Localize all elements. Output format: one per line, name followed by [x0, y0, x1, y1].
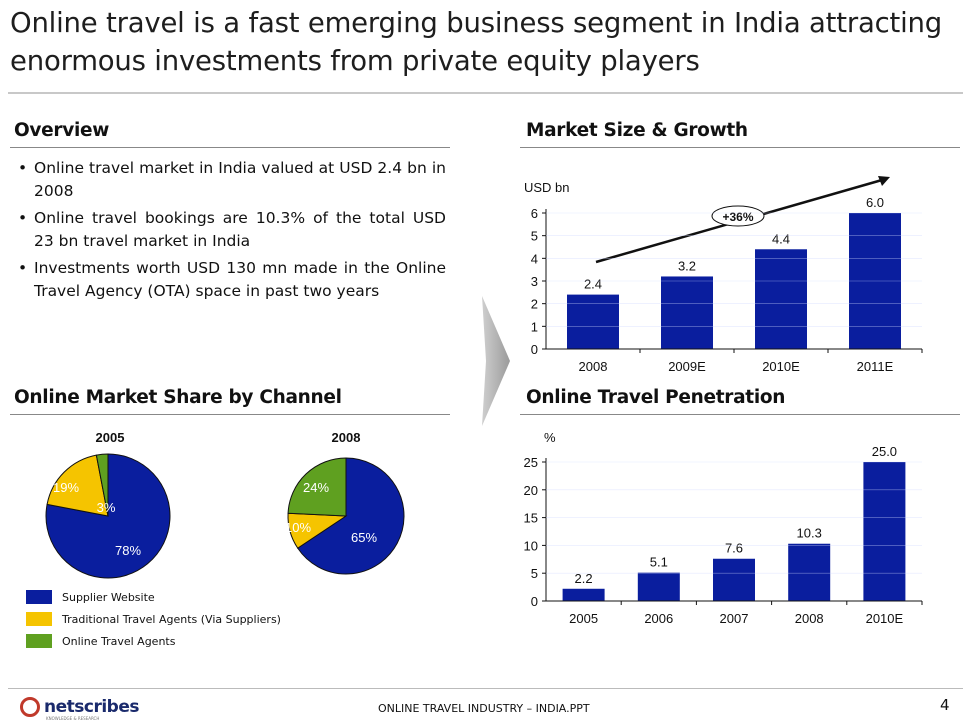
- netscribes-logo: netscribes KNOWLEDGE & RESEARCH: [20, 697, 139, 721]
- p-y-tick-label: 0: [531, 594, 538, 609]
- chevron-arrow-icon: [482, 296, 510, 426]
- p-x-tick-label: 2010E: [866, 611, 904, 626]
- p-bar-value-label: 25.0: [872, 444, 897, 459]
- growth-badge-text: +36%: [722, 210, 753, 224]
- p-bar: [637, 572, 680, 601]
- overview-bullets: Online travel market in India valued at …: [18, 157, 446, 307]
- pie2-slice: [297, 457, 405, 575]
- m-x-tick-label: 2011E: [857, 359, 894, 374]
- overview-underline: [10, 147, 450, 148]
- pie2-slice: [287, 457, 347, 517]
- legend-item: Traditional Travel Agents (Via Suppliers…: [26, 608, 281, 630]
- pie1-slice-label: 78%: [115, 543, 141, 558]
- footer-divider: [8, 688, 963, 689]
- legend-label: Online Travel Agents: [62, 634, 176, 648]
- legend-swatch-supplier: [26, 590, 52, 604]
- p-x-tick-label: 2005: [569, 611, 598, 626]
- legend-swatch-ota: [26, 634, 52, 648]
- m-bar-value-label: 4.4: [772, 231, 790, 246]
- bullet-item: Online travel market in India valued at …: [18, 157, 446, 203]
- m-bar: [567, 294, 619, 349]
- p-y-tick-label: 5: [531, 566, 538, 581]
- p-bar-value-label: 5.1: [650, 555, 668, 570]
- pie1-slice: [46, 454, 109, 517]
- p-y-tick-label: 15: [524, 511, 538, 526]
- bullet-item: Investments worth USD 130 mn made in the…: [18, 257, 446, 303]
- m-x-tick-label: 2008: [579, 359, 608, 374]
- share-underline: [10, 414, 450, 415]
- market-heading: Market Size & Growth: [526, 120, 748, 141]
- m-bar-value-label: 3.2: [678, 258, 696, 273]
- p-bar-value-label: 2.2: [575, 571, 593, 586]
- market-y-unit: USD bn: [524, 180, 570, 195]
- pie-2008-title: 2008: [332, 430, 361, 445]
- market-share-pies: 2005 2008 78% 19% 3% 65% 10% 24%: [45, 430, 405, 579]
- pie1-slice-label: 19%: [53, 480, 79, 495]
- legend-label: Traditional Travel Agents (Via Suppliers…: [62, 612, 281, 626]
- p-y-tick-label: 10: [524, 538, 538, 553]
- p-y-tick-label: 20: [524, 483, 538, 498]
- p-x-tick-label: 2007: [720, 611, 749, 626]
- p-bar: [562, 588, 605, 601]
- pen-y-unit: %: [544, 430, 556, 445]
- logo-wordmark: netscribes: [44, 697, 139, 717]
- market-underline: [520, 147, 960, 148]
- p-x-tick-label: 2006: [644, 611, 673, 626]
- slide-title: Online travel is a fast emerging busines…: [10, 7, 943, 77]
- pie1-slice: [95, 453, 109, 517]
- m-y-tick-label: 2: [531, 297, 538, 312]
- legend-swatch-agents: [26, 612, 52, 626]
- m-y-tick-label: 3: [531, 274, 538, 289]
- pie1-slice-label: 3%: [97, 500, 116, 515]
- m-x-tick-label: 2010E: [762, 359, 800, 374]
- p-bar: [863, 462, 906, 601]
- m-x-tick-label: 2009E: [668, 359, 706, 374]
- bullet-item: Online travel bookings are 10.3% of the …: [18, 207, 446, 253]
- p-bar: [788, 543, 831, 601]
- m-bar: [755, 249, 807, 349]
- legend-item: Online Travel Agents: [26, 630, 281, 652]
- penetration-underline: [520, 414, 960, 415]
- penetration-heading: Online Travel Penetration: [526, 387, 786, 408]
- footer-filename: ONLINE TRAVEL INDUSTRY – INDIA.PPT: [378, 702, 590, 715]
- m-bar: [661, 276, 713, 349]
- pie2-slice-label: 65%: [351, 530, 377, 545]
- share-heading: Online Market Share by Channel: [14, 387, 342, 408]
- m-y-tick-label: 4: [531, 251, 538, 266]
- m-y-tick-label: 5: [531, 229, 538, 244]
- penetration-chart: % 2.2 5.1 7.6 10.3 25.0 0 5 10 15 20 25 2005 2006 20…: [524, 430, 923, 626]
- page-number: 4: [940, 696, 950, 714]
- m-y-tick-label: 0: [531, 342, 538, 357]
- pie2-slice-label: 10%: [285, 520, 311, 535]
- m-y-tick-label: 6: [531, 206, 538, 221]
- legend-item: Supplier Website: [26, 586, 281, 608]
- pie2-slice-label: 24%: [303, 480, 329, 495]
- market-size-chart: USD bn 2.4 3.2 4.4 6.0 0 1 2 3 4 5 6 2008 2009E 2010…: [524, 176, 923, 374]
- legend-label: Supplier Website: [62, 590, 155, 604]
- logo-tagline: KNOWLEDGE & RESEARCH: [46, 716, 100, 721]
- p-x-tick-label: 2008: [795, 611, 824, 626]
- m-bar-value-label: 6.0: [866, 195, 884, 210]
- logo-mark-icon: [20, 697, 40, 717]
- title-divider: [8, 92, 963, 94]
- growth-badge: +36%: [711, 205, 765, 227]
- m-bar-value-label: 2.4: [584, 277, 602, 292]
- p-bar: [713, 558, 755, 601]
- p-bar-value-label: 7.6: [725, 541, 743, 556]
- pie-2005-title: 2005: [96, 430, 125, 445]
- overview-heading: Overview: [14, 120, 110, 141]
- pie-legend: Supplier Website Traditional Travel Agen…: [26, 586, 281, 652]
- p-y-tick-label: 25: [524, 455, 538, 470]
- m-y-tick-label: 1: [531, 319, 538, 334]
- p-bar-value-label: 10.3: [797, 526, 822, 541]
